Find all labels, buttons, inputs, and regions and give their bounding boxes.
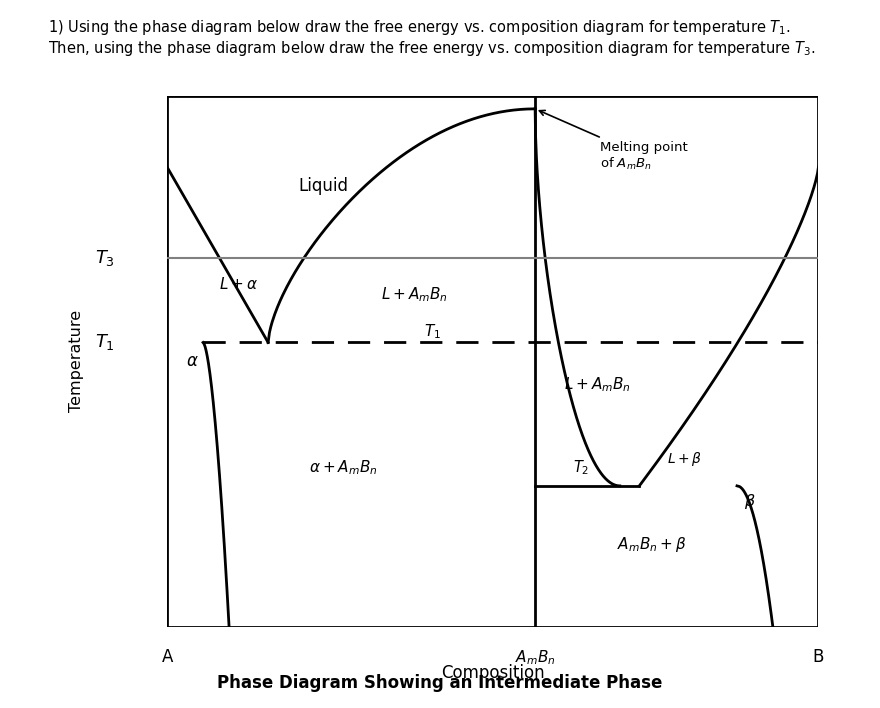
Text: $\alpha$: $\alpha$ (186, 352, 198, 370)
Text: $\alpha + A_mB_n$: $\alpha + A_mB_n$ (309, 458, 378, 476)
Text: 1) Using the phase diagram below draw the free energy vs. composition diagram fo: 1) Using the phase diagram below draw th… (48, 18, 791, 37)
Text: $L + \beta$: $L + \beta$ (667, 450, 702, 468)
Text: A: A (162, 648, 172, 666)
Text: Melting point
of $A_mB_n$: Melting point of $A_mB_n$ (539, 110, 688, 172)
Text: $L + A_mB_n$: $L + A_mB_n$ (563, 376, 630, 394)
Text: $\beta$: $\beta$ (744, 492, 756, 511)
Text: $T_2$: $T_2$ (573, 458, 589, 476)
Text: Phase Diagram Showing an Intermediate Phase: Phase Diagram Showing an Intermediate Ph… (217, 674, 663, 692)
Text: $T_1$: $T_1$ (424, 323, 442, 341)
Text: $A_mB_n + \beta$: $A_mB_n + \beta$ (618, 535, 687, 554)
Text: $T_1$: $T_1$ (95, 333, 115, 353)
Text: Liquid: Liquid (298, 177, 348, 195)
Text: Composition: Composition (441, 664, 545, 682)
Text: $T_3$: $T_3$ (95, 248, 115, 268)
Text: Then, using the phase diagram below draw the free energy vs. composition diagram: Then, using the phase diagram below draw… (48, 39, 816, 58)
Text: $L + A_mB_n$: $L + A_mB_n$ (381, 285, 448, 304)
Text: B: B (813, 648, 824, 666)
Text: $A_mB_n$: $A_mB_n$ (515, 648, 555, 666)
Text: Temperature: Temperature (69, 310, 84, 412)
Text: $L + \alpha$: $L + \alpha$ (219, 276, 259, 292)
